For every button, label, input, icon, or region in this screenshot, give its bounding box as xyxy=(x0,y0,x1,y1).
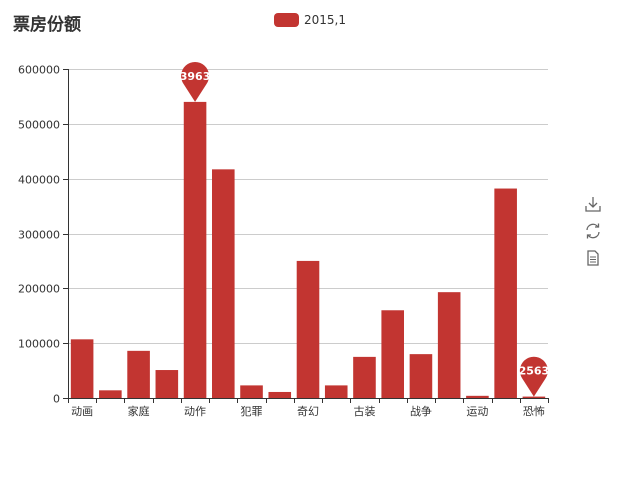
mark-point-pin xyxy=(519,356,548,397)
bar xyxy=(522,396,546,398)
y-tick-label: 0 xyxy=(53,393,60,406)
y-tick-label: 600000 xyxy=(18,64,60,77)
mark-point-pin xyxy=(181,62,210,102)
bar xyxy=(155,370,179,398)
legend-label: 2015,1 xyxy=(304,13,346,27)
x-tick-label: 奇幻 xyxy=(297,405,319,418)
data-view-icon[interactable] xyxy=(584,249,602,267)
x-tick-label: 犯罪 xyxy=(241,405,263,418)
bar xyxy=(409,354,433,398)
mark-point: 2563 xyxy=(519,356,550,397)
bar xyxy=(70,339,94,398)
x-tick-label: 运动 xyxy=(466,405,488,418)
bar xyxy=(268,391,292,398)
x-tick-label: 家庭 xyxy=(128,404,150,418)
bar xyxy=(212,169,235,398)
x-tick-label: 恐怖 xyxy=(523,404,545,418)
x-tick-label: 动作 xyxy=(184,405,206,418)
bar xyxy=(296,260,320,398)
legend-swatch xyxy=(274,13,299,27)
toolbox xyxy=(584,195,602,267)
y-tick-label: 100000 xyxy=(18,338,60,351)
y-tick-label: 200000 xyxy=(18,283,60,296)
bar xyxy=(240,385,263,398)
download-icon[interactable] xyxy=(584,195,602,213)
bar xyxy=(494,188,517,398)
y-tick-label: 400000 xyxy=(18,174,60,187)
legend-item[interactable]: 2015,1 xyxy=(274,12,346,28)
bar xyxy=(466,395,489,398)
bar xyxy=(127,350,150,398)
bar xyxy=(437,292,461,398)
mark-point: 3963 xyxy=(180,62,211,102)
y-tick-label: 500000 xyxy=(18,119,60,132)
x-tick-label: 动画 xyxy=(71,405,93,418)
x-tick-label: 古装 xyxy=(353,405,375,418)
chart-title: 票房份额 xyxy=(13,15,81,35)
refresh-icon[interactable] xyxy=(584,222,602,240)
bar xyxy=(183,101,207,399)
bar xyxy=(324,385,348,398)
x-tick-label: 战争 xyxy=(410,404,432,418)
y-tick-label: 300000 xyxy=(18,229,60,242)
mark-point-label: 3963 xyxy=(180,70,211,83)
bar xyxy=(381,310,404,398)
mark-point-label: 2563 xyxy=(519,365,550,378)
bar xyxy=(353,356,376,398)
bar xyxy=(99,390,122,398)
